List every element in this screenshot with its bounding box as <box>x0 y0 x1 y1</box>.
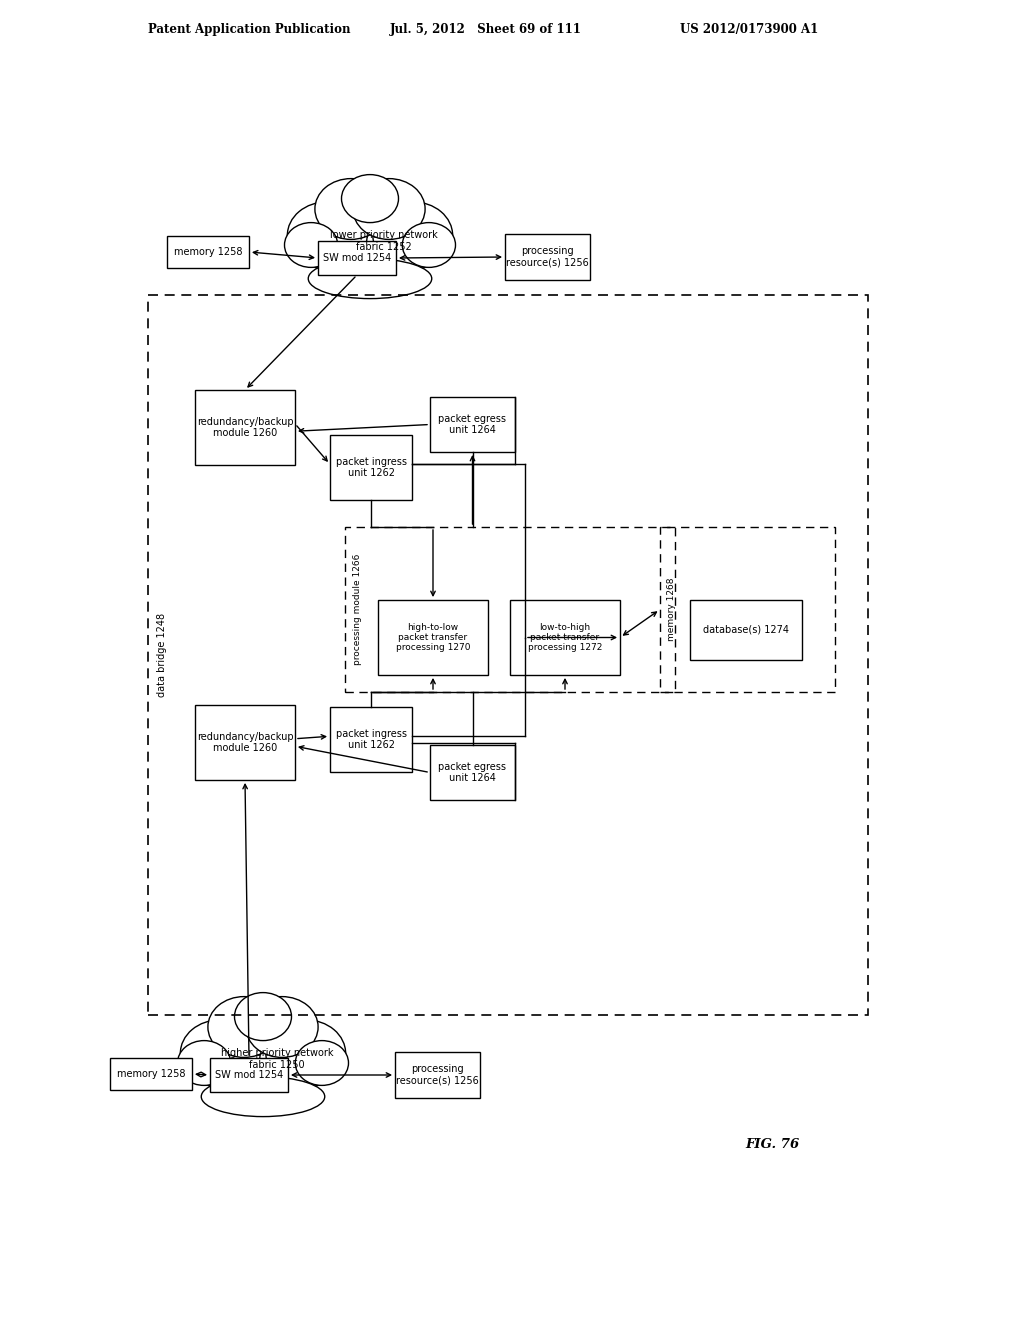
Ellipse shape <box>295 1040 348 1085</box>
Bar <box>330 708 412 772</box>
Ellipse shape <box>202 1077 325 1117</box>
Bar <box>395 1052 480 1098</box>
Ellipse shape <box>180 1020 260 1086</box>
Ellipse shape <box>234 993 292 1040</box>
Text: Jul. 5, 2012   Sheet 69 of 111: Jul. 5, 2012 Sheet 69 of 111 <box>390 24 582 37</box>
Bar <box>110 1059 193 1090</box>
Text: SW mod 1254: SW mod 1254 <box>323 253 391 263</box>
Bar <box>505 234 590 280</box>
Ellipse shape <box>288 202 368 269</box>
Ellipse shape <box>402 223 456 268</box>
Text: database(s) 1274: database(s) 1274 <box>703 624 790 635</box>
Text: packet egress
unit 1264: packet egress unit 1264 <box>438 762 507 783</box>
Bar <box>430 397 515 451</box>
Ellipse shape <box>373 202 453 269</box>
Text: memory 1268: memory 1268 <box>668 578 677 642</box>
Bar <box>210 1059 288 1092</box>
Bar <box>660 527 835 692</box>
Ellipse shape <box>341 174 398 223</box>
Bar <box>148 294 868 1015</box>
Text: Patent Application Publication: Patent Application Publication <box>148 24 350 37</box>
Bar <box>378 601 488 675</box>
Ellipse shape <box>308 259 432 298</box>
Text: lower priority network
fabric 1252: lower priority network fabric 1252 <box>331 230 438 252</box>
Ellipse shape <box>315 178 387 239</box>
Bar <box>318 242 396 275</box>
Ellipse shape <box>353 178 425 239</box>
Bar <box>345 527 675 692</box>
Bar <box>430 744 515 800</box>
Text: processing
resource(s) 1256: processing resource(s) 1256 <box>506 247 589 268</box>
Ellipse shape <box>285 223 338 268</box>
Bar <box>167 236 249 268</box>
Bar <box>330 436 412 500</box>
Text: US 2012/0173900 A1: US 2012/0173900 A1 <box>680 24 818 37</box>
Text: higher priority network
fabric 1250: higher priority network fabric 1250 <box>221 1048 334 1069</box>
Text: low-to-high
packet transfer
processing 1272: low-to-high packet transfer processing 1… <box>527 623 602 652</box>
Text: FIG. 76: FIG. 76 <box>745 1138 800 1151</box>
Text: packet ingress
unit 1262: packet ingress unit 1262 <box>336 729 407 750</box>
Bar <box>195 389 295 465</box>
Text: high-to-low
packet transfer
processing 1270: high-to-low packet transfer processing 1… <box>395 623 470 652</box>
Text: redundancy/backup
module 1260: redundancy/backup module 1260 <box>197 417 293 438</box>
Text: memory 1258: memory 1258 <box>117 1069 185 1078</box>
Bar <box>510 601 620 675</box>
Ellipse shape <box>177 1040 230 1085</box>
Text: data bridge 1248: data bridge 1248 <box>157 612 167 697</box>
Bar <box>690 601 802 660</box>
Ellipse shape <box>266 1020 346 1086</box>
Ellipse shape <box>208 997 281 1057</box>
Bar <box>195 705 295 780</box>
Text: packet egress
unit 1264: packet egress unit 1264 <box>438 413 507 436</box>
Text: packet ingress
unit 1262: packet ingress unit 1262 <box>336 457 407 478</box>
Ellipse shape <box>317 203 422 286</box>
Ellipse shape <box>246 997 318 1057</box>
Text: redundancy/backup
module 1260: redundancy/backup module 1260 <box>197 731 293 754</box>
Text: SW mod 1254: SW mod 1254 <box>215 1071 283 1080</box>
Text: processing module 1266: processing module 1266 <box>352 554 361 665</box>
Text: processing
resource(s) 1256: processing resource(s) 1256 <box>396 1064 479 1086</box>
Text: memory 1258: memory 1258 <box>174 247 243 257</box>
Ellipse shape <box>211 1022 315 1105</box>
